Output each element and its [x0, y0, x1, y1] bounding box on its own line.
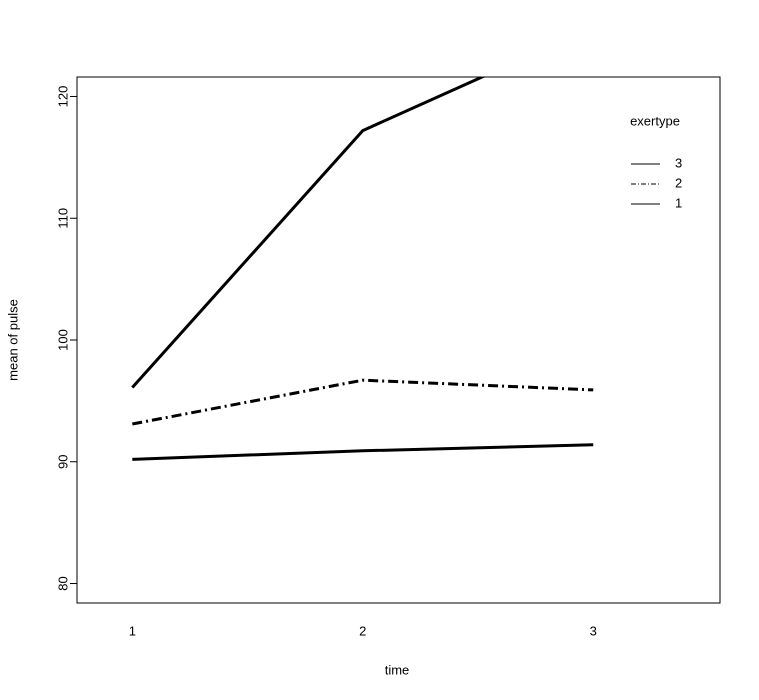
legend-label: 1 [675, 195, 682, 210]
legend-title: exertype [630, 113, 680, 128]
legend-label: 3 [675, 155, 682, 170]
series-line [131, 77, 486, 389]
x-tick-label: 1 [129, 623, 136, 638]
series-line [132, 443, 594, 461]
y-tick-label: 110 [55, 208, 70, 229]
y-axis-label: mean of pulse [5, 299, 20, 381]
series-line [132, 378, 594, 426]
y-tick-label: 120 [55, 86, 70, 108]
x-tick-label: 3 [590, 623, 597, 638]
y-tick-label: 90 [55, 455, 70, 469]
x-axis-label: time [385, 662, 410, 677]
y-tick-label: 80 [55, 576, 70, 590]
y-tick-label: 100 [55, 329, 70, 351]
x-tick-label: 2 [359, 623, 366, 638]
legend-label: 2 [675, 175, 682, 190]
